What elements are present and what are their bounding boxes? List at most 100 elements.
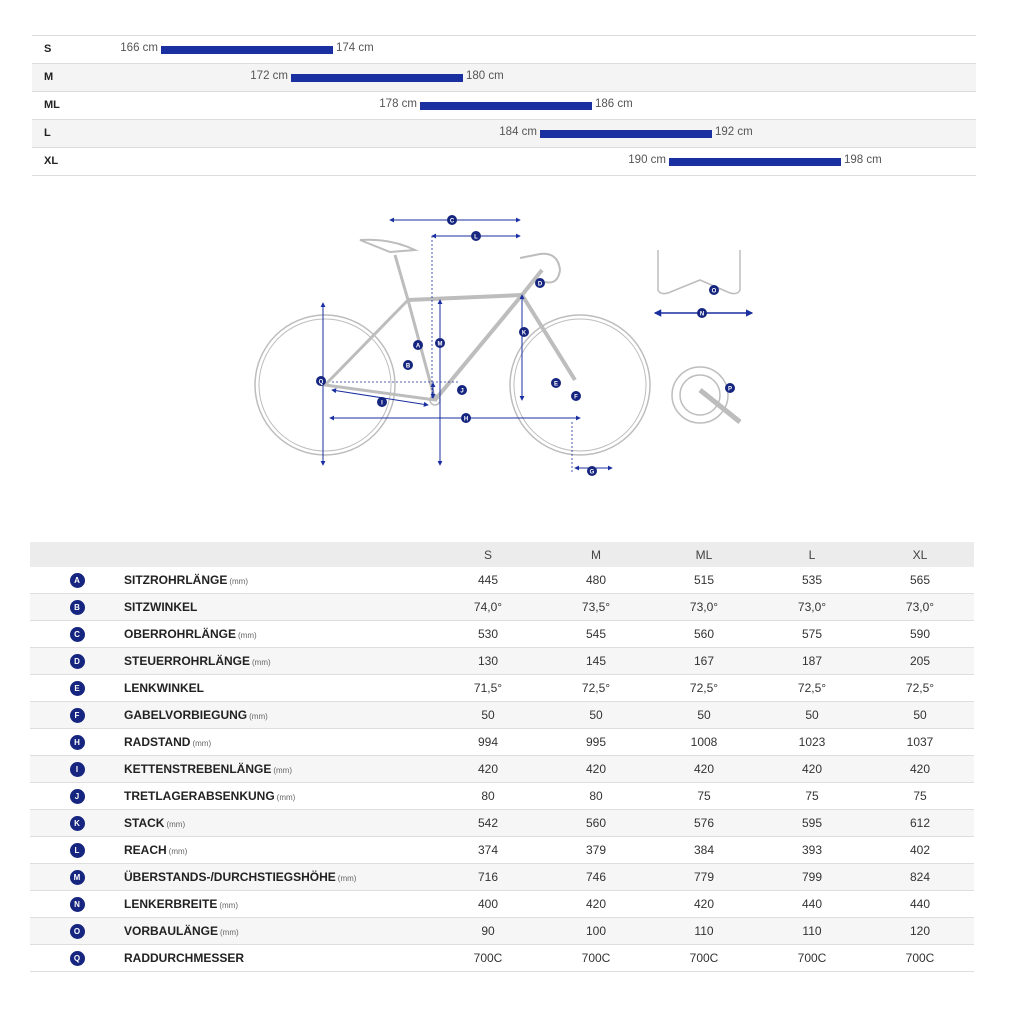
parameter-name: ÜBERSTANDS-/DURCHSTIEGSHÖHE (124, 870, 336, 884)
parameter-name: GABELVORBIEGUNG (124, 708, 248, 722)
value-cell: 530 (434, 620, 542, 648)
crank-arm (698, 388, 742, 424)
badge-cell: L (30, 836, 124, 864)
table-row: Q RADDURCHMESSER 700C 700C 700C 700C 700C (30, 944, 974, 972)
value-cell: 110 (758, 917, 866, 945)
badge-letter: J (460, 388, 463, 394)
diagram-badge-p: P (725, 383, 735, 393)
height-min: 166 cm (120, 42, 158, 54)
value-cell: 612 (866, 809, 974, 837)
table-row: L REACH (mm) 374 379 384 393 402 (30, 836, 974, 864)
value-cell: 72,5° (542, 674, 650, 702)
diagram-badge-a: A (413, 340, 423, 350)
diagram-badge-l: L (471, 231, 481, 241)
parameter-name: STACK (124, 816, 165, 830)
badge-circle (709, 285, 719, 295)
label-cell: LENKERBREITE (mm) (124, 890, 434, 918)
value-cell: 995 (542, 728, 650, 756)
main-triangle (407, 292, 527, 402)
badge-cell: E (30, 674, 124, 702)
value-cell: 420 (758, 755, 866, 783)
height-range-bar (420, 102, 592, 110)
parameter-name: RADSTAND (124, 735, 191, 749)
badge-letter: C (450, 218, 455, 224)
measure-badge: D (69, 653, 85, 669)
header-size: XL (866, 542, 974, 567)
label-cell: SITZWINKEL (124, 593, 434, 621)
diagram-badge-f: F (571, 391, 581, 401)
badge-letter: G (590, 469, 595, 475)
badge-letter: P (728, 386, 732, 392)
parameter-unit: (mm) (252, 658, 271, 667)
table-row: N LENKERBREITE (mm) 400 420 420 440 440 (30, 890, 974, 918)
parameter-name: STEUERROHRLÄNGE (124, 654, 251, 668)
size-range-row: XL 190 cm 198 cm (32, 148, 976, 176)
value-cell: 73,0° (866, 593, 974, 621)
badge-letter: N (700, 311, 704, 317)
parameter-name: KETTENSTREBENLÄNGE (124, 762, 272, 776)
badge-circle (461, 413, 471, 423)
seatpost (393, 254, 410, 301)
header-badge (30, 542, 124, 567)
value-cell: 50 (866, 701, 974, 729)
measure-badge: A (69, 572, 85, 588)
size-label: ML (44, 99, 60, 111)
value-cell: 445 (434, 567, 542, 594)
height-min: 184 cm (499, 126, 537, 138)
value-cell: 50 (758, 701, 866, 729)
label-cell: OBERROHRLÄNGE (mm) (124, 620, 434, 648)
measure-badge: N (69, 896, 85, 912)
label-cell: STEUERROHRLÄNGE (mm) (124, 647, 434, 675)
value-cell: 420 (542, 890, 650, 918)
table-row: H RADSTAND (mm) 994 995 1008 1023 1037 (30, 728, 974, 756)
height-max: 174 cm (336, 42, 374, 54)
badge-cell: O (30, 917, 124, 945)
measure-badge: K (69, 815, 85, 831)
badge-circle (551, 378, 561, 388)
value-cell: 700C (434, 944, 542, 972)
header-size: S (434, 542, 542, 567)
parameter-unit: (mm) (249, 712, 268, 721)
badge-circle (403, 360, 413, 370)
value-cell: 73,5° (542, 593, 650, 621)
value-cell: 379 (542, 836, 650, 864)
value-cell: 746 (542, 863, 650, 891)
badge-circle (435, 338, 445, 348)
value-cell: 75 (866, 782, 974, 810)
value-cell: 716 (434, 863, 542, 891)
measure-badge: M (69, 869, 85, 885)
table-row: A SITZROHRLÄNGE (mm) 445 480 515 535 565 (30, 567, 974, 594)
value-cell: 560 (542, 809, 650, 837)
value-cell: 420 (650, 755, 758, 783)
badge-cell: D (30, 647, 124, 675)
label-cell: TRETLAGERABSENKUNG (mm) (124, 782, 434, 810)
measure-badge: L (69, 842, 85, 858)
badge-letter: I (381, 400, 383, 406)
value-cell: 420 (542, 755, 650, 783)
value-cell: 400 (434, 890, 542, 918)
table-header-row: S M ML L XL (30, 542, 974, 567)
badge-cell: A (30, 567, 124, 594)
value-cell: 420 (866, 755, 974, 783)
badge-letter: E (554, 381, 558, 387)
table-row: D STEUERROHRLÄNGE (mm) 130 145 167 187 205 (30, 647, 974, 675)
value-cell: 700C (866, 944, 974, 972)
parameter-unit: (mm) (273, 766, 292, 775)
rear-triangle (321, 297, 438, 402)
badge-letter: H (464, 416, 468, 422)
badge-letter: Q (319, 379, 324, 385)
table-row: C OBERROHRLÄNGE (mm) 530 545 560 575 590 (30, 620, 974, 648)
badge-cell: I (30, 755, 124, 783)
parameter-name: RADDURCHMESSER (124, 951, 245, 965)
parameter-name: OBERROHRLÄNGE (124, 627, 237, 641)
value-cell: 515 (650, 567, 758, 594)
badge-cell: B (30, 593, 124, 621)
value-cell: 420 (434, 755, 542, 783)
badge-circle (535, 278, 545, 288)
label-cell: KETTENSTREBENLÄNGE (mm) (124, 755, 434, 783)
measure-badge: H (69, 734, 85, 750)
value-cell: 205 (866, 647, 974, 675)
value-cell: 50 (650, 701, 758, 729)
header-label (124, 542, 434, 567)
table-row: E LENKWINKEL 71,5° 72,5° 72,5° 72,5° 72,5° (30, 674, 974, 702)
